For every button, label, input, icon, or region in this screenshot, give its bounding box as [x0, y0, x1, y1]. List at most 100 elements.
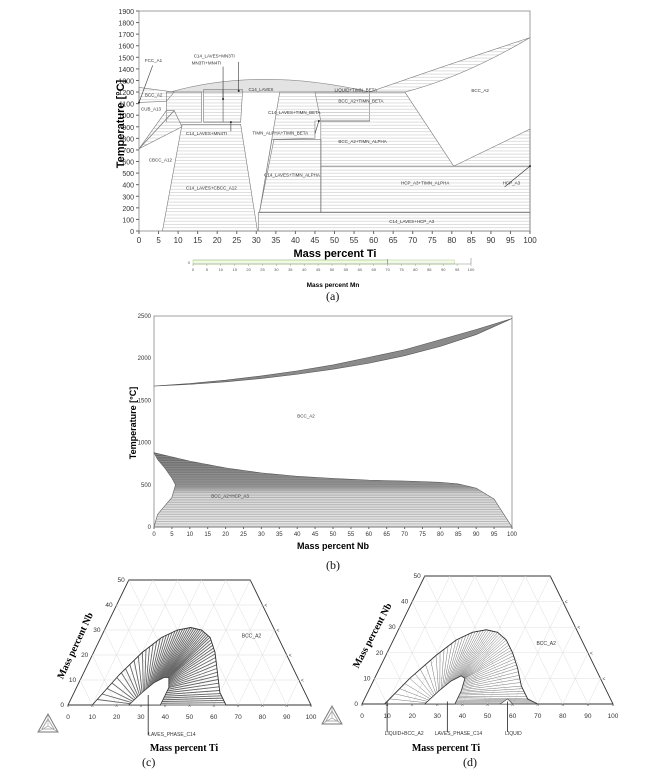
- svg-text:30: 30: [258, 532, 265, 538]
- svg-text:40: 40: [294, 532, 301, 538]
- svg-text:25: 25: [260, 267, 265, 272]
- svg-text:40: 40: [162, 714, 170, 721]
- svg-text:50: 50: [118, 577, 126, 584]
- svg-text:70: 70: [385, 267, 390, 272]
- svg-text:50: 50: [484, 713, 492, 720]
- svg-text:10: 10: [363, 675, 371, 682]
- svg-text:35: 35: [276, 532, 283, 538]
- svg-text:15: 15: [193, 236, 202, 245]
- svg-text:30: 30: [137, 714, 145, 721]
- svg-text:^: ^: [411, 704, 414, 710]
- phase-label: LIQUID: [505, 731, 522, 737]
- svg-text:1000: 1000: [138, 441, 152, 447]
- phase-label: TIMN_ALPHA+TIMN_BETA: [252, 130, 308, 135]
- phase-label: LAVES_PHASE_C14: [148, 732, 196, 738]
- phase-label: BCC_A2+TIMN_ALPHA: [338, 139, 386, 144]
- svg-text:1900: 1900: [118, 9, 134, 16]
- svg-text:80: 80: [259, 714, 267, 721]
- svg-text:<: <: [590, 651, 593, 657]
- plot-area: ^0^10^20^30^40^50^60^70^80^90^1000102030…: [37, 577, 317, 738]
- svg-text:^: ^: [261, 705, 264, 711]
- svg-text:90: 90: [473, 532, 480, 538]
- phase-label: CBCC_A12: [149, 158, 173, 163]
- svg-text:<: <: [301, 678, 304, 684]
- svg-text:100: 100: [306, 714, 317, 721]
- svg-text:5: 5: [206, 267, 209, 272]
- svg-text:50: 50: [186, 714, 194, 721]
- x-axis-label: Mass percent Ti: [294, 248, 377, 260]
- svg-text:700: 700: [122, 148, 134, 155]
- svg-text:1300: 1300: [118, 78, 134, 85]
- svg-text:1700: 1700: [118, 32, 134, 39]
- svg-text:10: 10: [89, 714, 97, 721]
- svg-text:500: 500: [141, 483, 152, 489]
- svg-text:300: 300: [122, 194, 134, 201]
- svg-text:^: ^: [286, 705, 289, 711]
- svg-text:0: 0: [360, 713, 364, 720]
- svg-text:<: <: [565, 600, 568, 606]
- x-axis-label: Mass percent Ti: [150, 743, 219, 754]
- svg-text:1200: 1200: [118, 90, 134, 97]
- svg-text:50: 50: [330, 532, 337, 538]
- caption-d: (d): [463, 755, 477, 769]
- svg-text:40: 40: [401, 599, 409, 606]
- svg-text:60: 60: [369, 236, 378, 245]
- phase-label: LIQUID+TIMN_BETA: [335, 87, 378, 92]
- svg-text:15: 15: [204, 532, 211, 538]
- svg-text:<: <: [277, 628, 280, 634]
- phase-label: HCP_A3: [503, 181, 521, 186]
- svg-text:50: 50: [330, 267, 335, 272]
- svg-text:1500: 1500: [138, 398, 152, 404]
- svg-text:75: 75: [399, 267, 404, 272]
- phase-label: C14_LAVES: [248, 87, 273, 92]
- svg-text:10: 10: [174, 236, 183, 245]
- phase-label: C14_LAVES+MN4TI: [186, 131, 227, 136]
- phase-label: BCC_A2+HCP_A3: [211, 493, 249, 498]
- svg-text:1500: 1500: [118, 55, 134, 62]
- svg-text:70: 70: [234, 714, 242, 721]
- svg-text:0: 0: [148, 525, 152, 531]
- svg-text:30: 30: [388, 624, 396, 631]
- svg-text:55: 55: [344, 267, 349, 272]
- svg-text:^: ^: [511, 704, 514, 710]
- svg-text:40: 40: [459, 713, 467, 720]
- svg-text:60: 60: [210, 714, 218, 721]
- svg-text:60: 60: [365, 532, 372, 538]
- ternary-icon: [321, 704, 343, 725]
- svg-text:100: 100: [523, 236, 537, 245]
- svg-text:95: 95: [491, 532, 498, 538]
- phase-label: LAVES_PHASE_C14: [435, 731, 483, 737]
- svg-text:70: 70: [408, 236, 417, 245]
- phase-label: BCC_A2: [471, 88, 489, 93]
- phase-label: CUB_A13: [141, 107, 162, 112]
- svg-text:20: 20: [113, 714, 121, 721]
- svg-text:80: 80: [447, 236, 456, 245]
- svg-text:<: <: [577, 625, 580, 631]
- svg-text:50: 50: [330, 236, 339, 245]
- svg-text:90: 90: [486, 236, 495, 245]
- svg-text:0: 0: [66, 714, 70, 721]
- svg-text:^: ^: [188, 705, 191, 711]
- svg-text:1100: 1100: [119, 102, 134, 109]
- svg-text:70: 70: [534, 713, 542, 720]
- svg-text:15: 15: [232, 267, 237, 272]
- caption-a: (a): [326, 289, 340, 303]
- svg-text:55: 55: [350, 236, 359, 245]
- svg-text:5: 5: [156, 236, 161, 245]
- svg-text:600: 600: [122, 160, 134, 167]
- phase-label: C14_LAVES+HCP_A3: [389, 219, 435, 224]
- phase-label: BCC_A2: [145, 93, 163, 98]
- svg-text:^: ^: [436, 704, 439, 710]
- svg-text:0: 0: [354, 701, 358, 708]
- svg-text:50: 50: [414, 573, 422, 580]
- svg-text:<: <: [602, 676, 605, 682]
- liquid-solid-lens: [153, 318, 513, 387]
- phase-label: MN3TI+MN4TI: [192, 60, 222, 65]
- svg-text:30: 30: [252, 236, 261, 245]
- svg-text:25: 25: [240, 532, 247, 538]
- svg-text:20: 20: [222, 532, 229, 538]
- svg-text:400: 400: [122, 183, 134, 190]
- svg-text:45: 45: [312, 532, 319, 538]
- svg-text:<: <: [289, 653, 292, 659]
- svg-text:45: 45: [310, 236, 319, 245]
